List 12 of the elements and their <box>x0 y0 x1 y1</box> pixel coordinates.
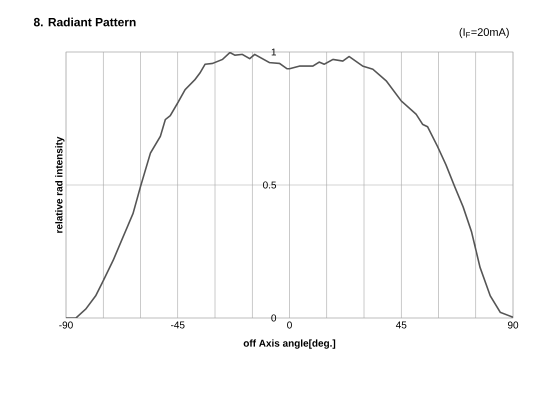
x-tick-label: 90 <box>508 322 518 329</box>
y-tick-label: 1 <box>272 48 276 56</box>
chart-subtitle: (I$_{F}$=20mA) <box>460 28 509 38</box>
y-tick-label: 0.5 <box>263 181 276 189</box>
y-axis-title: relative rad intensity <box>55 136 64 233</box>
x-axis-title: off Axis angle[deg.] <box>244 339 336 349</box>
chart-title: 8. Radiant Pattern <box>34 18 136 26</box>
x-tick-label: 45 <box>396 322 406 328</box>
x-tick-label: -45 <box>170 322 185 328</box>
y-tick-label: 0 <box>271 314 276 322</box>
x-tick-label: -90 <box>59 322 73 329</box>
x-tick-label: 0 <box>287 322 292 329</box>
